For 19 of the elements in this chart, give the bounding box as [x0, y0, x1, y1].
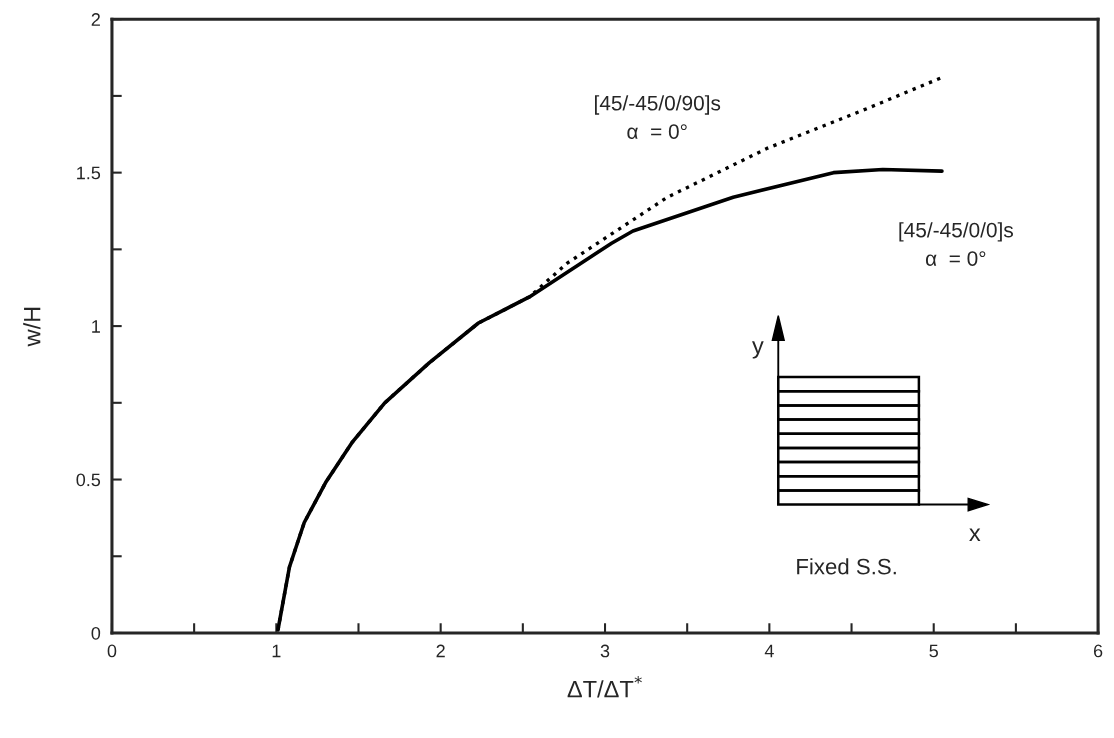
y-axis-title: w/H — [23, 307, 41, 347]
series-label: [45/-45/0/90]s α = 0° — [595, 95, 721, 139]
y-tick-label: 2 — [91, 13, 100, 26]
x-tick-label: 3 — [600, 644, 610, 658]
annotation: Fixed S.S. — [797, 558, 896, 575]
x-axis-title: ΔT/ΔT$^{*}$ — [567, 675, 642, 698]
x-tick-label: 1 — [272, 644, 281, 658]
text: [45/-45/0/0]s α = 0° — [899, 222, 1013, 266]
y-tick-label: 0 — [91, 626, 101, 640]
y-tick-label: 1 — [92, 320, 100, 333]
x-tick-label: 6 — [1093, 644, 1103, 658]
x-tick-label: 5 — [929, 644, 938, 658]
annotation: x — [969, 528, 981, 541]
x-tick-label: 0 — [107, 644, 117, 658]
y-tick-label: 0.5 — [76, 473, 101, 487]
x-tick-label: 4 — [764, 644, 774, 658]
annotation: y — [752, 341, 764, 359]
y-tick-label: 1.5 — [77, 166, 101, 180]
x-tick-label: 2 — [436, 644, 445, 658]
